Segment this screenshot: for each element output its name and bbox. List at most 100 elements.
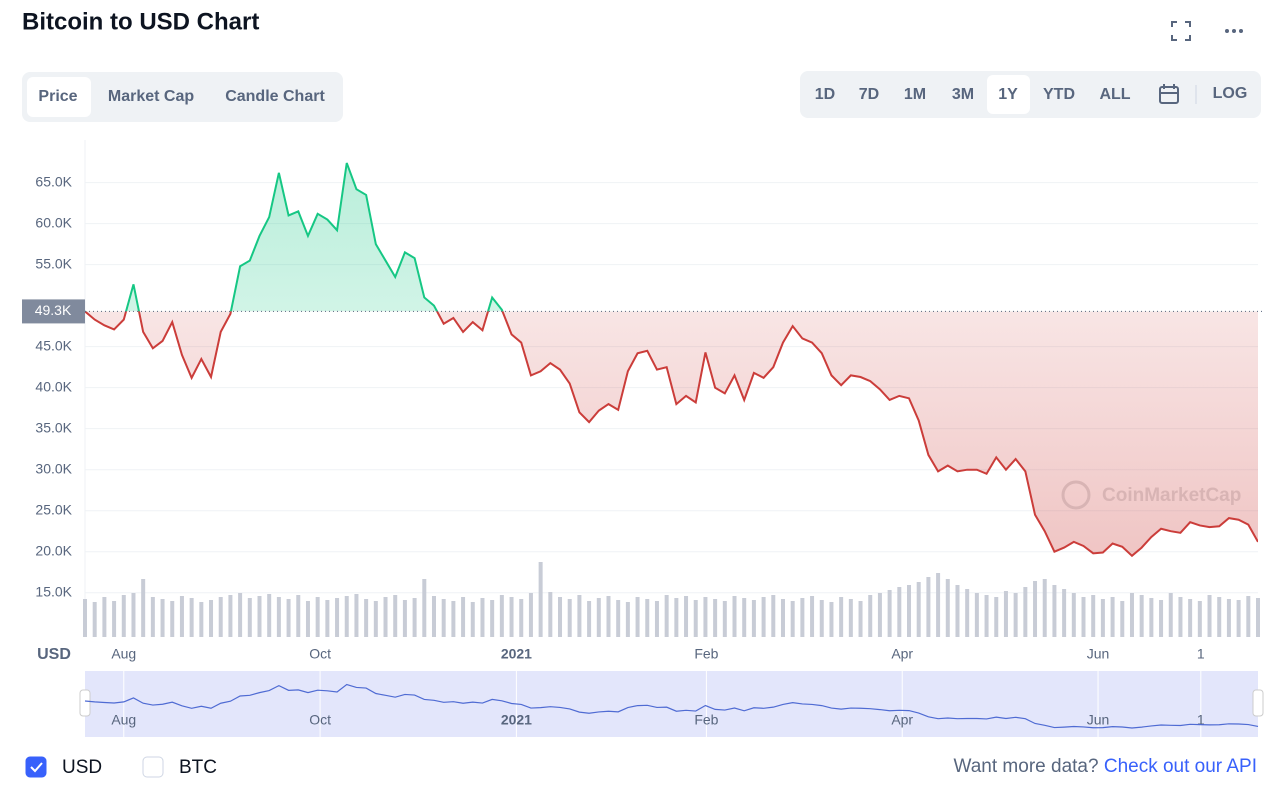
volume-bar — [916, 582, 921, 637]
volume-bar — [1052, 585, 1057, 637]
volume-bar — [616, 600, 621, 637]
volume-bar — [257, 596, 262, 637]
volume-bar — [1042, 579, 1047, 637]
price-line-up — [85, 162, 504, 312]
volume-bar — [994, 597, 999, 637]
volume-bar — [1178, 597, 1183, 637]
x-tick-label: 2021 — [501, 646, 532, 662]
volume-bar — [877, 593, 882, 637]
volume-bar — [402, 600, 407, 637]
volume-bar — [209, 600, 214, 637]
volume-bar — [267, 594, 272, 637]
navigator-handle[interactable] — [1252, 689, 1264, 717]
tab[interactable]: Price — [38, 88, 77, 105]
volume-bar — [625, 602, 630, 637]
checkmark — [30, 762, 43, 773]
volume-bar — [974, 593, 979, 637]
volume-bar — [509, 597, 514, 637]
x-tick-label: Feb — [694, 646, 718, 662]
volume-bar — [732, 596, 737, 637]
volume-bar — [713, 599, 718, 637]
volume-bar — [771, 595, 776, 637]
volume-bar — [335, 598, 340, 637]
volume-bar — [1120, 601, 1125, 637]
y-tick-label: 35.0K — [35, 419, 72, 435]
volume-bar — [577, 595, 582, 637]
volume-bar — [1003, 591, 1008, 637]
active-range — [987, 75, 1030, 114]
api-link[interactable]: Check out our API — [1104, 756, 1257, 777]
area-down — [85, 311, 1258, 556]
calendar-icon[interactable] — [1159, 84, 1179, 104]
volume-bar — [383, 597, 388, 637]
volume-bar — [170, 601, 175, 637]
volume-bar — [247, 598, 252, 637]
volume-bar — [1062, 589, 1067, 637]
volume-bar — [121, 595, 126, 637]
volume-bar — [112, 601, 117, 637]
volume-bar — [780, 599, 785, 637]
volume-bar — [199, 602, 204, 637]
y-tick-label: 20.0K — [35, 542, 72, 558]
volume-bar — [431, 596, 436, 637]
checkbox[interactable] — [25, 756, 47, 778]
volume-bar — [1013, 593, 1018, 637]
volume-bar — [393, 595, 398, 637]
range-button[interactable]: ALL — [1099, 86, 1130, 103]
range-button[interactable]: 1M — [904, 86, 926, 103]
range-button[interactable]: YTD — [1043, 86, 1075, 103]
volume-bar — [315, 597, 320, 637]
volume-bar — [790, 601, 795, 637]
volume-bar — [131, 593, 136, 637]
tab[interactable]: Market Cap — [108, 88, 194, 105]
navigator-tick-label: Aug — [111, 712, 136, 728]
range-button[interactable]: 1Y — [998, 86, 1018, 103]
volume-bar — [179, 596, 184, 637]
navigator-handle[interactable] — [79, 689, 91, 717]
volume-bar — [907, 585, 912, 637]
x-tick-label: 1 — [1197, 646, 1205, 662]
range-button[interactable]: 1D — [815, 86, 835, 103]
volume-bar — [325, 600, 330, 637]
volume-bar — [558, 597, 563, 637]
volume-bar — [1197, 601, 1202, 637]
volume-bar — [1033, 581, 1038, 637]
range-button[interactable]: 3M — [952, 86, 974, 103]
volume-bar — [296, 595, 301, 637]
volume-bar — [1246, 596, 1251, 637]
checkbox[interactable] — [142, 756, 164, 778]
log-button[interactable]: LOG — [1213, 85, 1248, 102]
volume-bar — [1139, 595, 1144, 637]
volume-bar — [451, 601, 456, 637]
volume-bar — [218, 597, 223, 637]
volume-bar — [1188, 599, 1193, 637]
footer: Want more data? Check out our API — [954, 756, 1257, 777]
volume-bar — [567, 599, 572, 637]
currency-label[interactable]: USD — [62, 757, 102, 778]
volume-bar — [1081, 597, 1086, 637]
page-title: Bitcoin to USD Chart — [22, 8, 259, 35]
fullscreen-icon[interactable] — [1171, 21, 1191, 41]
volume-bar — [470, 602, 475, 637]
volume-bar — [693, 600, 698, 637]
range-button[interactable]: 7D — [859, 86, 879, 103]
reference-label-bg — [22, 299, 85, 324]
volume-bar — [412, 598, 417, 637]
volume-bar — [936, 573, 941, 637]
volume-bar — [538, 562, 543, 637]
currency-label[interactable]: BTC — [179, 757, 217, 778]
more-icon[interactable] — [1225, 29, 1243, 33]
navigator-bg — [85, 671, 1258, 737]
tab[interactable]: Candle Chart — [225, 88, 325, 105]
volume-bar — [635, 597, 640, 637]
x-tick-label: Apr — [891, 646, 913, 662]
tab-bar — [22, 72, 343, 122]
volume-bar — [305, 601, 310, 637]
volume-bar — [276, 597, 281, 637]
volume-bar — [238, 593, 243, 637]
range-bar — [800, 71, 1261, 118]
x-tick-label: Oct — [309, 646, 331, 662]
volume-bar — [461, 597, 466, 637]
